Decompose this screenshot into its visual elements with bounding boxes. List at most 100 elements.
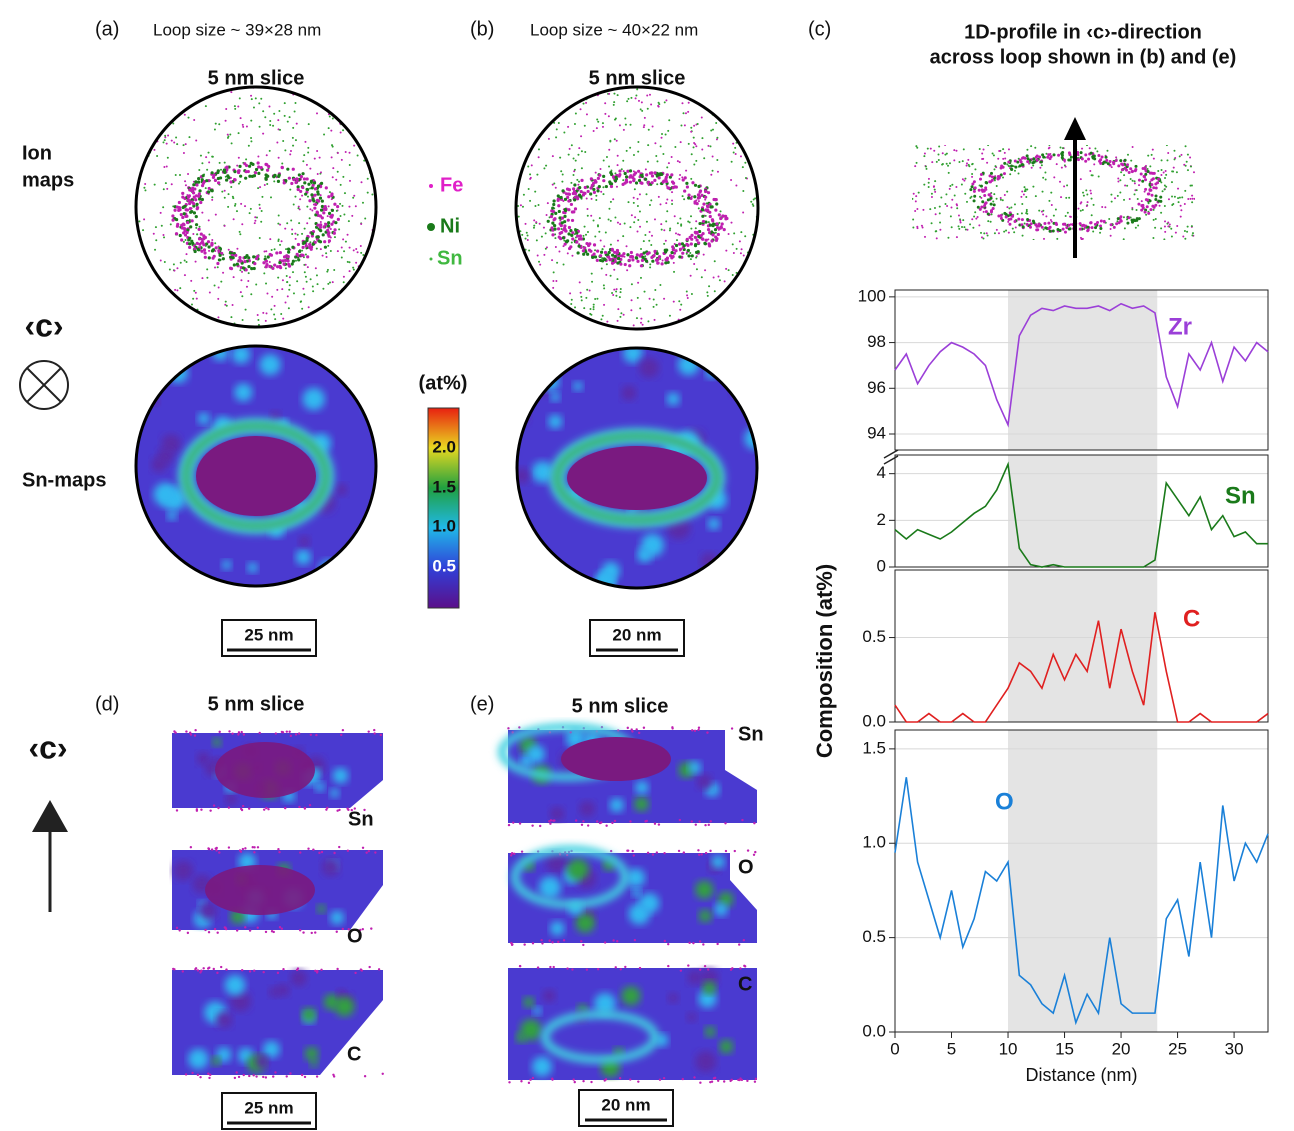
- atom: [197, 1074, 199, 1076]
- atom: [725, 268, 727, 270]
- atom: [548, 138, 550, 140]
- atom: [208, 234, 210, 236]
- atom: [362, 847, 364, 849]
- atom: [983, 149, 985, 151]
- atom: [261, 196, 263, 198]
- atom: [1194, 198, 1196, 200]
- atom: [187, 932, 189, 934]
- atom: [242, 124, 244, 126]
- atom: [211, 196, 213, 198]
- x-tick-label: 20: [1112, 1039, 1131, 1058]
- atom: [1164, 205, 1166, 207]
- atom: [733, 152, 735, 154]
- atom: [653, 306, 655, 308]
- atom: [302, 246, 305, 249]
- atom: [167, 157, 169, 159]
- blob: [256, 1055, 269, 1068]
- atom: [259, 207, 261, 209]
- blob: [154, 483, 177, 506]
- atom: [526, 232, 528, 234]
- atom: [912, 219, 914, 221]
- atom: [712, 310, 714, 312]
- atom: [679, 90, 681, 92]
- atom: [694, 730, 696, 732]
- atom: [161, 95, 163, 97]
- atom: [239, 97, 241, 99]
- atom: [536, 314, 538, 316]
- atom: [339, 95, 341, 97]
- atom: [283, 181, 286, 184]
- map-label: C: [738, 973, 752, 995]
- atom: [739, 967, 741, 969]
- atom: [547, 202, 549, 204]
- atom: [715, 237, 718, 240]
- atom: [137, 321, 139, 323]
- atom: [296, 280, 298, 282]
- atom: [650, 256, 653, 259]
- atom: [560, 170, 562, 172]
- atom: [337, 113, 339, 115]
- atom: [677, 222, 679, 224]
- atom: [686, 238, 689, 241]
- atom: [641, 259, 644, 262]
- atom: [1130, 178, 1132, 180]
- atom: [151, 288, 153, 290]
- atom: [659, 203, 661, 205]
- atom: [153, 149, 155, 151]
- atom: [658, 255, 661, 258]
- atom: [250, 137, 252, 139]
- atom: [143, 187, 145, 189]
- atom: [217, 316, 219, 318]
- atom: [527, 310, 529, 312]
- atom: [240, 279, 242, 281]
- atom: [320, 182, 323, 185]
- atom: [365, 92, 367, 94]
- atom: [557, 88, 559, 90]
- atom: [244, 847, 246, 849]
- legend-entry: Ni: [440, 215, 460, 237]
- atom: [1006, 206, 1008, 208]
- atom: [983, 190, 986, 193]
- atom: [1003, 212, 1006, 215]
- atom: [1152, 149, 1154, 151]
- atom: [614, 179, 617, 182]
- atom: [1081, 157, 1084, 160]
- atom: [201, 162, 203, 164]
- atom: [240, 203, 242, 205]
- atom: [569, 148, 571, 150]
- atom: [667, 130, 669, 132]
- atom: [268, 265, 271, 268]
- atom: [141, 142, 143, 144]
- atom: [348, 206, 350, 208]
- atom: [585, 234, 587, 236]
- atom: [229, 267, 232, 270]
- atom: [1035, 228, 1038, 231]
- atom: [964, 178, 966, 180]
- atom: [1033, 239, 1035, 241]
- atom: [363, 95, 365, 97]
- atom: [637, 205, 639, 207]
- atom: [543, 111, 545, 113]
- atom: [971, 218, 973, 220]
- atom: [566, 239, 569, 242]
- atom: [650, 104, 652, 106]
- atom: [1145, 214, 1147, 216]
- atom: [1099, 227, 1102, 230]
- profile-title: 1D-profile in ‹c›-direction: [964, 21, 1202, 43]
- atom: [208, 256, 211, 259]
- atom: [286, 168, 289, 171]
- atom: [1093, 155, 1096, 158]
- atom: [617, 257, 620, 260]
- atom: [553, 819, 555, 821]
- atom: [649, 263, 651, 265]
- atom: [603, 287, 605, 289]
- atom: [975, 218, 977, 220]
- atom: [622, 235, 624, 237]
- atom: [176, 225, 179, 228]
- atom: [515, 291, 517, 293]
- atom: [294, 111, 296, 113]
- atom: [634, 188, 636, 190]
- scale-label: 25 nm: [244, 1098, 293, 1117]
- atom: [701, 208, 704, 211]
